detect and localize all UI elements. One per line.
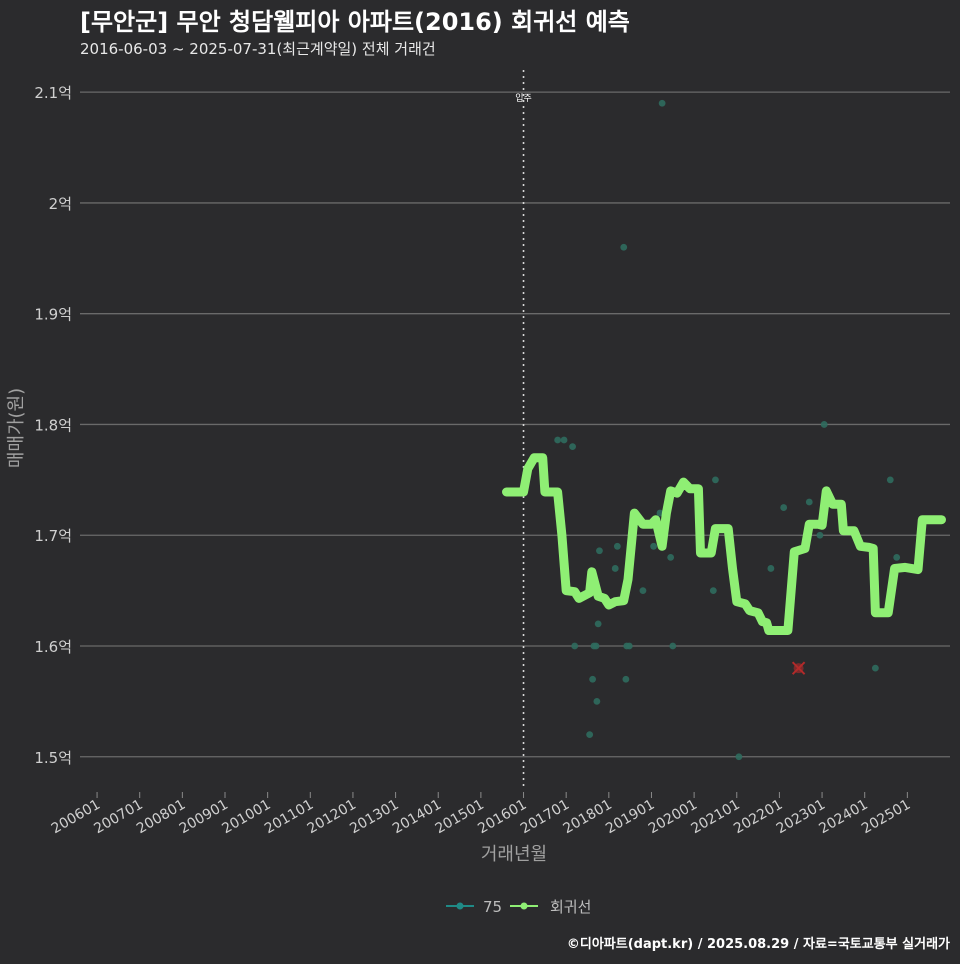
x-tick-label: 202501 xyxy=(859,797,913,838)
legend: 75 회귀선 xyxy=(446,898,591,916)
y-axis-label: 매매가(원) xyxy=(6,388,27,468)
footer-credit: ©디아파트(dapt.kr) / 2025.08.29 / 자료=국토교통부 실… xyxy=(567,936,950,952)
scatter-point xyxy=(569,443,576,451)
scatter-point xyxy=(712,476,719,484)
scatter-series xyxy=(554,99,901,761)
outlier-cross-b xyxy=(791,661,806,675)
scatter-point xyxy=(780,504,788,511)
scatter-point xyxy=(667,553,675,561)
regression-line-group xyxy=(502,453,946,635)
y-tick-label: 1.7억 xyxy=(34,527,72,545)
scatter-point xyxy=(571,642,579,650)
scatter-point xyxy=(893,553,901,561)
y-tick-label: 2.1억 xyxy=(34,84,72,102)
scatter-point xyxy=(613,542,621,550)
chart-title: [무안군] 무안 청담웰피아 아파트(2016) 회귀선 예측 xyxy=(80,8,630,36)
gridlines xyxy=(80,91,950,758)
y-tick-label: 1.8억 xyxy=(34,416,72,434)
chart-subtitle: 2016-06-03 ~ 2025-07-31(최근계약일) 전체 거래건 xyxy=(80,40,436,58)
scatter-point xyxy=(735,753,743,761)
scatter-point xyxy=(658,99,666,107)
y-tick-label: 2억 xyxy=(49,195,72,213)
y-tick-label: 1.9억 xyxy=(34,306,72,324)
scatter-point xyxy=(594,620,602,628)
scatter-point xyxy=(625,642,633,650)
annotation-group: 입주 xyxy=(515,70,532,790)
scatter-point xyxy=(805,498,813,506)
scatter-point xyxy=(650,542,658,550)
scatter-point xyxy=(596,547,603,555)
annotation-label: 입주 xyxy=(515,92,532,104)
scatter-point xyxy=(669,642,677,650)
scatter-point xyxy=(620,243,628,251)
regression-line xyxy=(502,453,946,635)
legend-label: 75 xyxy=(483,898,502,916)
scatter-point xyxy=(622,675,630,683)
scatter-point xyxy=(560,436,568,444)
scatter-point xyxy=(871,664,879,672)
scatter-point xyxy=(592,642,600,650)
scatter-point xyxy=(593,697,601,705)
scatter-point xyxy=(554,436,562,444)
outlier-marker-group xyxy=(791,661,806,675)
scatter-point xyxy=(816,531,824,539)
legend-swatch-dot xyxy=(520,902,528,910)
x-axis-label: 거래년월 xyxy=(481,844,547,865)
scatter-point xyxy=(709,587,717,595)
scatter-point xyxy=(639,587,647,595)
y-tick-label: 1.5억 xyxy=(34,749,72,767)
scatter-point xyxy=(820,421,828,428)
legend-swatch-dot xyxy=(456,902,464,910)
scatter-point xyxy=(886,476,894,484)
scatter-point xyxy=(611,565,619,572)
legend-label: 회귀선 xyxy=(550,898,591,916)
x-tick-labels: 2006012007012008012009012010012011012012… xyxy=(49,792,913,838)
y-tick-label: 1.6억 xyxy=(34,638,72,656)
y-tick-labels: 1.5억 1.6억 1.7억 1.8억 1.9억 2억 2.1억 xyxy=(34,84,72,767)
scatter-point xyxy=(586,731,594,739)
scatter-point xyxy=(767,565,775,572)
scatter-point xyxy=(589,675,597,683)
